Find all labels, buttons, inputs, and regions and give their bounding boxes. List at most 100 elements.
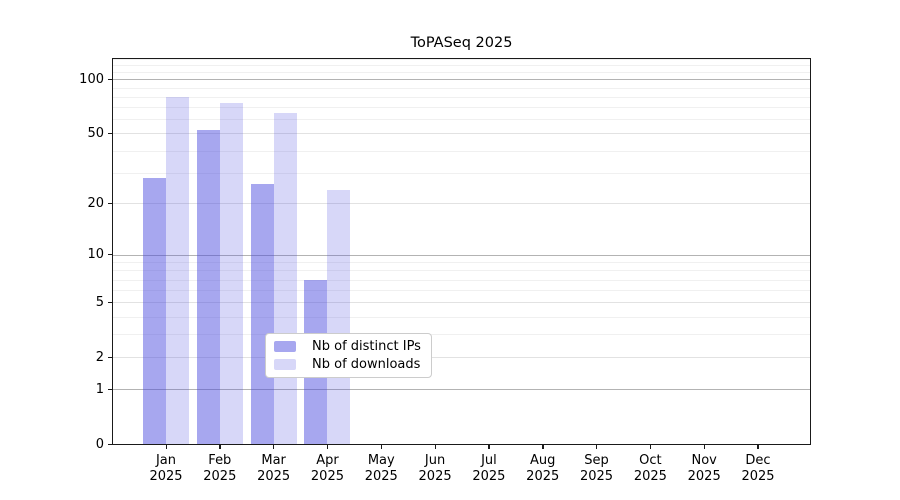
gridline-minor-90	[113, 87, 810, 89]
gridline-minor-8	[113, 270, 810, 272]
bar-apr-downloads	[327, 189, 351, 444]
gridline-minor-6	[113, 290, 810, 292]
x-tick-label-oct: Oct 2025	[622, 453, 678, 484]
legend-swatch-downloads	[274, 359, 296, 370]
bar-feb-downloads	[219, 102, 243, 444]
gridline-10	[113, 254, 810, 256]
x-label-year: 2025	[579, 468, 614, 484]
x-label-month: Nov	[691, 453, 717, 468]
y-tick-50	[108, 132, 113, 135]
x-label-month: Oct	[639, 453, 662, 468]
legend: Nb of distinct IPs Nb of downloads	[265, 333, 432, 378]
plot-area	[112, 58, 811, 445]
x-tick-label-jul: Jul 2025	[461, 453, 517, 484]
x-label-month: Sep	[584, 453, 609, 468]
y-tick-0	[108, 443, 113, 445]
x-tick-label-mar: Mar 2025	[246, 453, 302, 484]
x-label-month: May	[367, 453, 395, 468]
x-tick-label-dec: Dec 2025	[730, 453, 786, 484]
gridline-5	[113, 302, 810, 304]
x-tick-nov	[703, 444, 705, 449]
gridline-minor-70	[113, 107, 810, 109]
x-tick-label-jun: Jun 2025	[407, 453, 463, 484]
y-tick-label-1: 1	[95, 381, 104, 397]
gridline-minor-7	[113, 279, 810, 281]
x-label-month: Mar	[261, 453, 286, 468]
x-tick-label-aug: Aug 2025	[515, 453, 571, 484]
x-tick-jul	[488, 444, 490, 449]
x-label-month: Aug	[530, 453, 556, 468]
gridline-minor-30	[113, 172, 810, 174]
gridline-2	[113, 357, 810, 359]
gridline-1	[113, 389, 810, 391]
x-label-year: 2025	[310, 468, 344, 484]
x-label-year: 2025	[257, 468, 291, 484]
y-tick-label-50: 50	[87, 125, 104, 141]
y-tick-2	[108, 356, 113, 358]
x-tick-dec	[757, 444, 759, 449]
x-label-year: 2025	[687, 468, 721, 484]
legend-label-downloads: Nb of downloads	[312, 356, 421, 372]
gridline-minor-110	[113, 71, 810, 73]
bar-mar-downloads	[273, 113, 297, 444]
x-label-year: 2025	[418, 468, 452, 484]
x-tick-jan	[165, 444, 167, 449]
x-tick-label-apr: Apr 2025	[299, 453, 355, 484]
y-tick-label-100: 100	[79, 71, 104, 87]
gridline-minor-3	[113, 334, 810, 336]
x-tick-may	[380, 444, 383, 449]
x-label-year: 2025	[203, 468, 237, 484]
bar-feb-distinct-ips	[196, 130, 220, 444]
gridline-100	[113, 79, 810, 81]
x-tick-oct	[649, 444, 652, 449]
y-tick-label-0: 0	[95, 436, 104, 452]
y-tick-100	[108, 78, 113, 81]
x-label-month: Dec	[745, 453, 771, 468]
x-label-month: Jan	[155, 453, 177, 468]
y-tick-label-20: 20	[87, 195, 104, 211]
y-tick-5	[108, 301, 113, 304]
gridline-20	[113, 203, 810, 205]
y-tick-label-10: 10	[87, 247, 104, 263]
x-label-year: 2025	[741, 468, 775, 484]
legend-item-downloads: Nb of downloads	[274, 356, 423, 372]
legend-label-distinct-ips: Nb of distinct IPs	[312, 338, 421, 354]
x-label-year: 2025	[526, 468, 560, 484]
x-tick-aug	[542, 444, 544, 449]
legend-swatch-distinct-ips	[274, 341, 296, 352]
bar-mar-distinct-ips	[250, 183, 274, 444]
x-tick-apr	[326, 444, 329, 449]
x-tick-label-nov: Nov 2025	[676, 453, 732, 484]
x-label-month: Apr	[316, 453, 339, 468]
gridline-minor-60	[113, 119, 810, 121]
y-tick-10	[108, 254, 113, 256]
x-label-month: Jun	[424, 453, 446, 468]
x-tick-label-jan: Jan 2025	[138, 453, 194, 484]
y-tick-1	[108, 388, 113, 391]
x-tick-jun	[434, 444, 436, 449]
y-tick-label-5: 5	[95, 294, 104, 310]
gridline-minor-40	[113, 150, 810, 152]
gridline-minor-80	[113, 96, 810, 98]
legend-item-distinct-ips: Nb of distinct IPs	[274, 338, 423, 354]
y-tick-label-2: 2	[95, 349, 104, 365]
x-tick-label-feb: Feb 2025	[192, 453, 248, 484]
bar-jan-distinct-ips	[143, 178, 166, 444]
x-label-year: 2025	[472, 468, 506, 484]
x-tick-mar	[273, 444, 275, 449]
chart-title: ToPASeq 2025	[410, 35, 513, 51]
x-tick-label-sep: Sep 2025	[569, 453, 625, 484]
x-label-year: 2025	[364, 468, 398, 484]
x-label-month: Feb	[208, 453, 232, 468]
x-tick-label-may: May 2025	[353, 453, 409, 484]
x-label-year: 2025	[149, 468, 183, 484]
bar-jan-downloads	[166, 96, 189, 444]
x-label-year: 2025	[633, 468, 667, 484]
gridline-minor-120	[113, 65, 810, 67]
x-tick-sep	[596, 444, 598, 449]
gridline-minor-4	[113, 316, 810, 318]
gridline-minor-130	[113, 58, 810, 60]
gridline-50	[113, 133, 810, 135]
x-label-month: Jul	[481, 453, 497, 468]
